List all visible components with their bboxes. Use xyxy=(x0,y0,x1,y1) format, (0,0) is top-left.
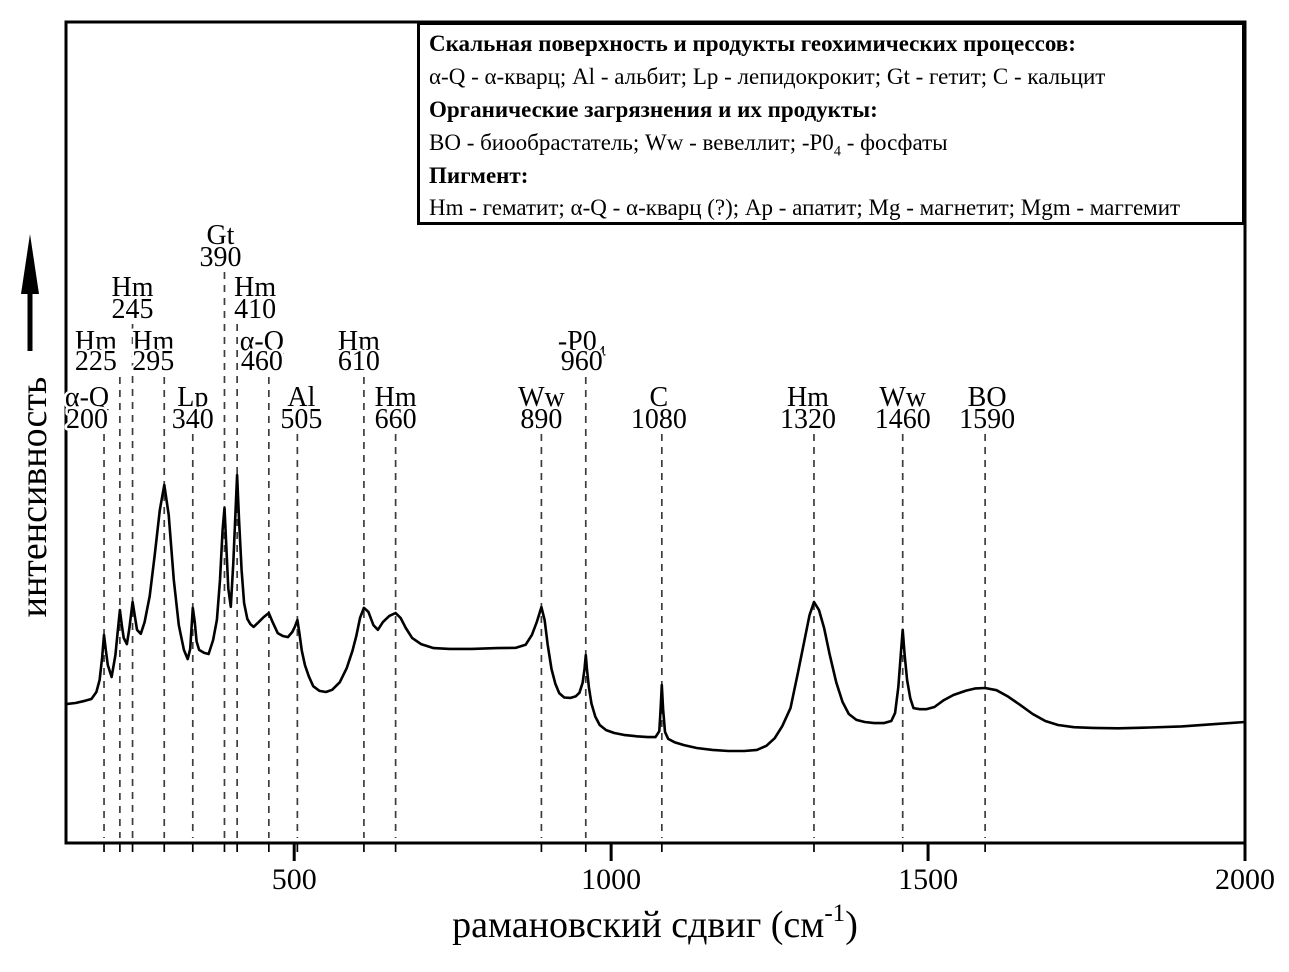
peak-label-name-225: Hm xyxy=(75,326,117,357)
peak-label-value-295: 295 xyxy=(132,346,174,377)
peak-label-name-1080: C xyxy=(649,382,668,413)
legend-entry-organic-subscript: 4 xyxy=(833,143,841,160)
peak-label-name-410: Hm xyxy=(234,272,276,303)
x-axis-label: рамановский сдвиг (см-1) xyxy=(452,900,858,946)
x-tick-label-1000: 1000 xyxy=(581,863,641,896)
peak-label-value-225: 225 xyxy=(75,346,117,377)
legend-entry-organic: BO - биообрастатель; Ww - вевеллит; -P04… xyxy=(429,127,1234,160)
peak-label-value-660: 660 xyxy=(375,404,417,435)
peak-label-name-1460: Ww xyxy=(879,382,926,413)
legend-header-rock-surface: Скальная поверхность и продукты геохимич… xyxy=(429,31,1076,56)
peak-label-name-390: Gt xyxy=(206,220,234,251)
peak-label-value-1590: 1590 xyxy=(959,404,1015,435)
peak-drop-lines xyxy=(103,272,986,852)
peak-label-name-200: α-Q xyxy=(65,382,109,413)
legend-header-pigment: Пигмент: xyxy=(429,162,529,188)
peak-label-name-890: Ww xyxy=(518,382,565,413)
peak-label-value-890: 890 xyxy=(520,404,562,435)
peak-label-name-1320: Hm xyxy=(787,382,829,413)
legend-header-organic: Органические загрязнения и их продукты: xyxy=(429,96,878,122)
legend-entry-rock-surface: α-Q - α-кварц; Al - альбит; Lp - лепидок… xyxy=(429,63,1106,89)
peak-label-value-200: 200 xyxy=(66,404,108,435)
peak-label-value-1460: 1460 xyxy=(875,404,931,435)
peak-label-value-1320: 1320 xyxy=(780,404,836,435)
x-axis-ticks: 500 1000 1500 2000 xyxy=(272,844,1275,896)
legend-entry-pigment: Hm - гематит; α-Q - α-кварц (?); Ap - ап… xyxy=(429,195,1181,221)
peak-label-name-610: Hm xyxy=(338,326,380,357)
peak-label-value-410: 410 xyxy=(234,294,276,325)
spectrum-curve xyxy=(65,473,1246,753)
peak-label-name-460: α-Q xyxy=(240,326,284,357)
x-tick-label-1500: 1500 xyxy=(898,863,958,896)
y-axis-label: интенсивность xyxy=(13,377,55,618)
peak-label-value-340: 340 xyxy=(172,404,214,435)
peak-label-name-245: Hm xyxy=(112,272,154,303)
peak-label-value-505: 505 xyxy=(280,404,322,435)
legend-entry-organic-post: - фосфаты xyxy=(840,129,948,155)
peak-label-name-340: Lp xyxy=(177,382,208,413)
x-tick-label-500: 500 xyxy=(272,863,317,896)
peak-label-value-610: 610 xyxy=(338,346,380,377)
legend-entry-organic-pre: BO - биообрастатель; Ww - вевеллит; -P0 xyxy=(429,129,834,155)
y-axis-arrow-icon xyxy=(21,234,39,351)
peak-label-name-505: Al xyxy=(287,382,315,413)
x-axis-label-main: рамановский сдвиг (см xyxy=(452,904,824,946)
peak-label-value-960: 960 xyxy=(561,346,603,377)
peak-label-value-390: 390 xyxy=(199,242,241,273)
x-axis-label-close: ) xyxy=(845,904,858,946)
peak-label-name-295: Hm xyxy=(132,326,174,357)
x-axis-label-superscript: -1 xyxy=(824,900,845,927)
legend-box: Скальная поверхность и продукты геохимич… xyxy=(417,22,1245,225)
peak-label-value-1080: 1080 xyxy=(631,404,687,435)
peak-label-name-1590: BO xyxy=(968,382,1007,413)
peak-label-name-660: Hm xyxy=(375,382,417,413)
peak-label-subscript-960: 4 xyxy=(597,342,606,362)
peak-label-value-460: 460 xyxy=(241,346,283,377)
peak-label-value-245: 245 xyxy=(112,294,154,325)
peak-labels: α-Q200Hm225Hm245Hm295Lp340Gt390Hm410α-Q4… xyxy=(62,218,1017,438)
x-tick-label-2000: 2000 xyxy=(1215,863,1275,896)
